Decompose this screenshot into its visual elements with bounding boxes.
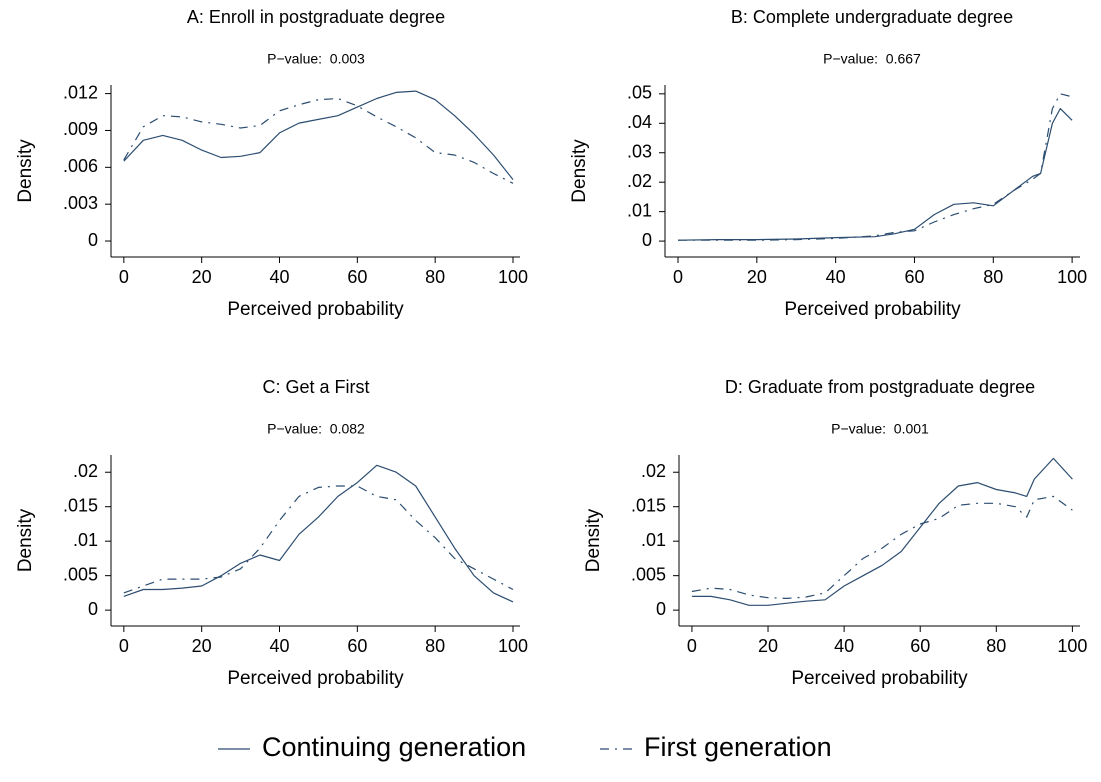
x-tick-label: 80 — [425, 267, 445, 287]
y-axis-label: Density — [15, 139, 36, 203]
chart-subtitle: P−value: 0.082 — [267, 421, 365, 437]
chart-title: C: Get a First — [262, 377, 369, 397]
x-tick-label: 60 — [910, 636, 930, 656]
y-tick-label: .005 — [631, 564, 666, 584]
x-tick-label: 100 — [1057, 267, 1087, 287]
x-axis-label: Perceived probability — [791, 668, 968, 689]
x-tick-label: 40 — [834, 636, 854, 656]
x-tick-label: 0 — [119, 636, 129, 656]
x-tick-label: 80 — [983, 267, 1003, 287]
legend-label: First generation — [644, 732, 832, 762]
y-tick-label: .005 — [63, 564, 98, 584]
density-line — [123, 97, 514, 184]
density-line — [123, 485, 514, 594]
x-axis-label: Perceived probability — [784, 299, 961, 320]
y-tick-label: .01 — [73, 530, 98, 550]
y-tick-label: .012 — [63, 82, 98, 102]
y-axis-label: Density — [15, 508, 36, 572]
y-tick-label: 0 — [642, 230, 652, 250]
y-tick-label: .03 — [627, 141, 652, 161]
y-tick-label: .015 — [631, 495, 666, 515]
y-tick-label: .02 — [641, 461, 666, 481]
y-tick-label: .01 — [627, 200, 652, 220]
y-tick-label: .015 — [63, 495, 98, 515]
x-axis-label: Perceived probability — [227, 668, 404, 689]
x-tick-label: 80 — [425, 636, 445, 656]
chart-title: B: Complete undergraduate degree — [731, 7, 1013, 27]
chart-subtitle: P−value: 0.003 — [267, 51, 365, 67]
density-line — [123, 90, 514, 180]
chart-title: A: Enroll in postgraduate degree — [187, 7, 445, 27]
y-tick-label: 0 — [88, 599, 98, 619]
x-tick-label: 20 — [758, 636, 778, 656]
x-tick-label: 20 — [747, 267, 767, 287]
y-tick-label: 0 — [88, 230, 98, 250]
x-tick-label: 100 — [498, 636, 528, 656]
x-tick-label: 80 — [986, 636, 1006, 656]
y-tick-label: .02 — [73, 461, 98, 481]
x-tick-label: 40 — [269, 267, 289, 287]
x-tick-label: 40 — [269, 636, 289, 656]
x-tick-label: 20 — [192, 267, 212, 287]
y-tick-label: 0 — [656, 599, 666, 619]
x-tick-label: 0 — [119, 267, 129, 287]
density-line — [677, 108, 1073, 241]
y-tick-label: .01 — [641, 530, 666, 550]
density-line — [691, 495, 1073, 599]
density-line — [678, 93, 1073, 241]
y-tick-label: .02 — [627, 171, 652, 191]
x-tick-label: 60 — [347, 267, 367, 287]
x-tick-label: 100 — [1057, 636, 1087, 656]
x-axis-label: Perceived probability — [227, 299, 404, 320]
y-tick-label: .04 — [627, 112, 652, 132]
density-line — [123, 464, 514, 603]
x-tick-label: 60 — [347, 636, 367, 656]
x-tick-label: 40 — [826, 267, 846, 287]
y-tick-label: .006 — [63, 156, 98, 176]
density-line — [691, 457, 1073, 606]
chart-title: D: Graduate from postgraduate degree — [725, 377, 1035, 397]
x-tick-label: 0 — [673, 267, 683, 287]
chart-subtitle: P−value: 0.001 — [831, 421, 929, 437]
y-axis-label: Density — [583, 508, 604, 572]
x-tick-label: 100 — [498, 267, 528, 287]
x-tick-label: 20 — [192, 636, 212, 656]
y-tick-label: .05 — [627, 83, 652, 103]
x-tick-label: 0 — [687, 636, 697, 656]
legend-label: Continuing generation — [262, 732, 526, 762]
chart-subtitle: P−value: 0.667 — [823, 51, 921, 67]
y-tick-label: .003 — [63, 193, 98, 213]
y-axis-label: Density — [569, 139, 590, 203]
y-tick-label: .009 — [63, 119, 98, 139]
x-tick-label: 60 — [904, 267, 924, 287]
